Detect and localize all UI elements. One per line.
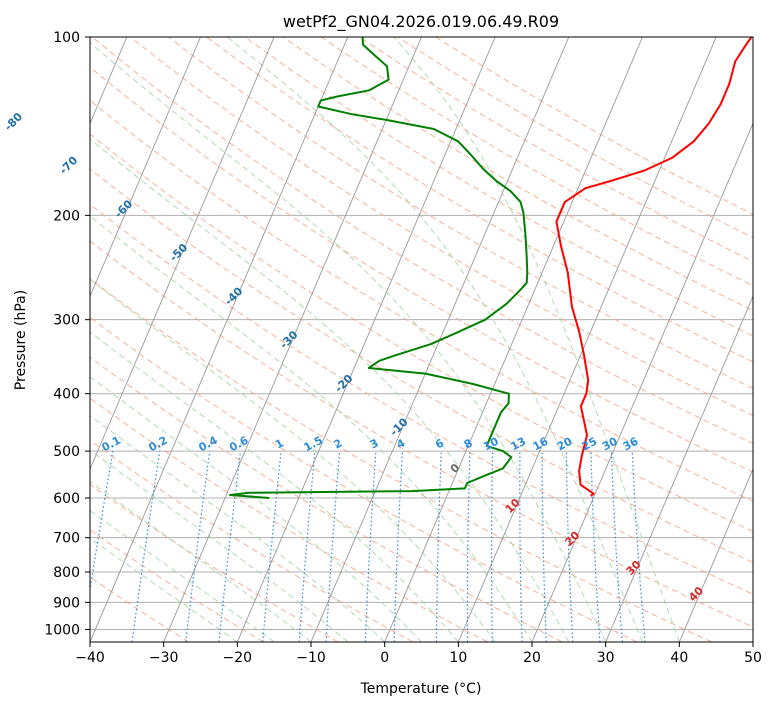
x-tick-label: −10 (296, 650, 326, 666)
moist-adiabats (90, 37, 680, 642)
x-tick-label: −20 (223, 650, 253, 666)
dry-adiabat-line (282, 37, 753, 312)
dry-adiabat-line (168, 37, 753, 389)
x-axis-label: Temperature (°C) (360, 681, 482, 697)
x-axis-ticks: −40 −30 −20 −10 0 10 20 30 40 50 (75, 642, 762, 666)
isotherm-line (531, 122, 753, 642)
y-tick-label: 800 (53, 565, 80, 581)
mixing-ratio-line (185, 451, 211, 642)
dry-adiabat-line (91, 37, 753, 445)
mixing-ratio-line (298, 451, 316, 642)
isotherm-line (90, 37, 275, 471)
moist-adiabat-line (90, 509, 275, 642)
moist-adiabat-line (227, 37, 643, 642)
mixing-ratio-label: 16 (531, 435, 551, 454)
dewpoint-profile-line (229, 37, 529, 499)
isotherm-line (457, 37, 717, 642)
dry-adiabat-line (90, 99, 753, 502)
y-tick-label: 500 (53, 444, 80, 460)
dry-adiabat-line (244, 37, 753, 337)
dry-adiabat-line (130, 37, 753, 417)
dry-adiabat-line (90, 316, 638, 642)
plot-frame (89, 36, 754, 643)
temperature-profile-line (555, 37, 753, 497)
x-tick-label: 20 (523, 650, 541, 666)
moist-adiabat-line (90, 331, 459, 642)
x-tick-label: 10 (449, 650, 467, 666)
x-tick-label: −30 (149, 650, 179, 666)
x-tick-label: 30 (597, 650, 615, 666)
mixing-ratio-line (90, 450, 114, 594)
moist-adiabat-line (90, 537, 238, 642)
mixing-ratio-line (262, 451, 282, 642)
moist-adiabat-line (90, 480, 312, 642)
plot-background (90, 37, 753, 642)
dry-adiabat-line (90, 483, 339, 642)
mixing-ratio-label: 36 (621, 435, 641, 454)
x-tick-label: 40 (670, 650, 688, 666)
x-tick-label: 0 (380, 650, 389, 666)
x-tick-label: 50 (744, 650, 762, 666)
isotherm-label: -70 (57, 154, 80, 177)
isotherm-line (678, 467, 753, 642)
moist-adiabat-line (90, 42, 607, 642)
mixing-ratio-label: 30 (600, 435, 620, 454)
y-tick-label: 1000 (44, 622, 80, 638)
isotherm-line (90, 37, 201, 298)
moist-adiabat-line (90, 138, 570, 642)
dry-adiabat-line (90, 133, 753, 533)
pressure-grid (90, 37, 753, 630)
moist-adiabat-line (90, 415, 386, 642)
chart-title: wetPf2_GN04.2026.019.06.49.R09 (283, 12, 559, 32)
y-tick-label: 600 (53, 491, 80, 507)
dry-adiabat-line (90, 529, 264, 642)
dry-adiabat-line (90, 356, 563, 642)
profile-series (229, 37, 753, 499)
mixing-ratio-label: 20 (555, 435, 575, 454)
dry-adiabats (90, 37, 753, 642)
y-tick-label: 700 (53, 531, 80, 547)
y-axis-ticks: 1000 900 800 700 600 500 400 300 200 100 (44, 30, 90, 638)
isotherm-line (605, 295, 753, 642)
isotherm-label: -80 (2, 110, 25, 133)
dry-adiabat-line (90, 203, 753, 595)
y-tick-label: 400 (53, 387, 80, 403)
mixing-ratio-line (131, 451, 161, 642)
moist-adiabat-line (393, 37, 680, 642)
y-tick-label: 100 (53, 30, 80, 46)
y-axis-label: Pressure (hPa) (13, 290, 29, 390)
x-tick-label: −40 (75, 650, 105, 666)
dry-adiabat-line (90, 240, 753, 628)
isotherm-line (90, 37, 349, 642)
moist-adiabat-line (90, 278, 496, 642)
dry-adiabat-line (90, 278, 712, 642)
y-tick-label: 300 (53, 313, 80, 329)
isotherm-line (752, 640, 753, 642)
mixing-ratio-label: 13 (508, 435, 528, 454)
isotherm-line (163, 37, 422, 642)
mixing-ratio-label: 25 (580, 435, 600, 454)
moist-adiabat-line (90, 215, 533, 642)
mixing-ratio-label: 10 (481, 435, 501, 454)
y-tick-label: 900 (53, 595, 80, 611)
y-tick-label: 200 (53, 208, 80, 224)
mixing-ratio-line (631, 451, 646, 642)
mixing-ratio-labels: 0.1 0.2 0.4 0.6 1 1.5 2 3 4 6 8 10 13 16 20 25 30 36 (100, 434, 641, 455)
isotherm-line (384, 37, 643, 642)
